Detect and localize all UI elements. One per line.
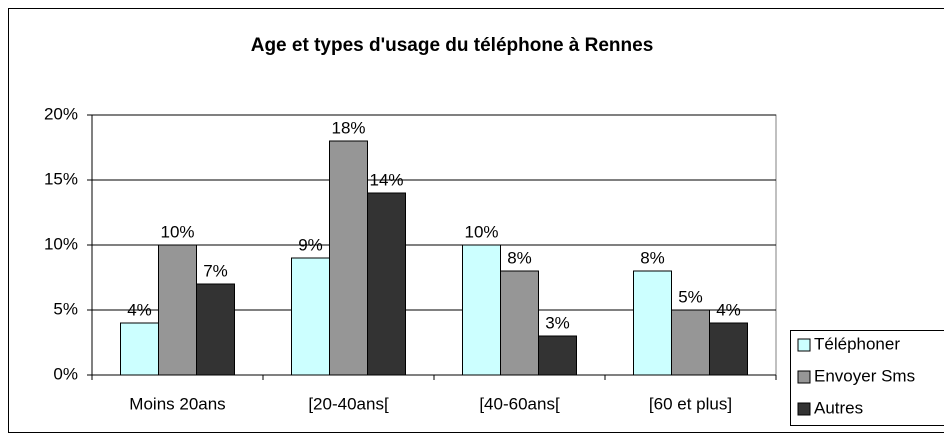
bar	[462, 244, 501, 376]
data-label: 8%	[507, 248, 532, 267]
legend-swatch	[797, 370, 811, 384]
legend-swatch	[797, 338, 811, 352]
bar	[329, 140, 368, 376]
y-tick-label: 15%	[44, 169, 78, 188]
data-label: 10%	[160, 222, 194, 241]
y-tick-label: 20%	[44, 104, 78, 123]
bar	[709, 322, 748, 376]
legend-swatch	[797, 402, 811, 416]
legend-label: Téléphoner	[814, 334, 900, 353]
bar	[158, 244, 197, 376]
x-tick-label: [40-60ans[	[479, 394, 560, 413]
bar	[291, 257, 330, 376]
data-label: 3%	[545, 313, 570, 332]
legend-label: Autres	[814, 398, 863, 417]
data-label: 14%	[369, 170, 403, 189]
data-label: 7%	[203, 261, 228, 280]
data-label: 18%	[331, 118, 365, 137]
bar	[367, 192, 406, 376]
legend-label: Envoyer Sms	[814, 366, 915, 385]
x-tick-label: Moins 20ans	[129, 394, 225, 413]
data-label: 4%	[127, 300, 152, 319]
y-tick-label: 5%	[53, 299, 78, 318]
y-tick-label: 0%	[53, 364, 78, 383]
data-label: 4%	[716, 300, 741, 319]
y-tick-label: 10%	[44, 234, 78, 253]
data-label: 5%	[678, 287, 703, 306]
bar	[671, 309, 710, 376]
bar	[633, 270, 672, 376]
data-label: 9%	[298, 235, 323, 254]
data-label: 8%	[640, 248, 665, 267]
bar	[196, 283, 235, 376]
x-tick-label: [20-40ans[	[308, 394, 389, 413]
bar	[120, 322, 159, 376]
bar	[500, 270, 539, 376]
x-tick-label: [60 et plus]	[649, 394, 732, 413]
chart-title: Age et types d'usage du téléphone à Renn…	[251, 35, 654, 56]
legend-box	[790, 330, 944, 426]
bar	[538, 335, 577, 376]
data-label: 10%	[464, 222, 498, 241]
